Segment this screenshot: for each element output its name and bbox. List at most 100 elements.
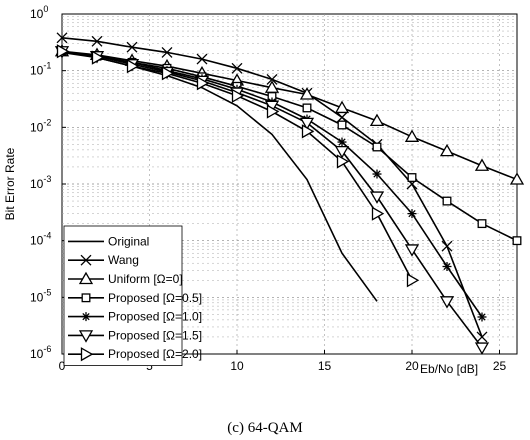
legend-item: Proposed [Ω=0.5]	[68, 291, 202, 305]
data-point	[334, 145, 350, 159]
y-tick-base: 10	[30, 7, 44, 21]
data-point	[302, 103, 312, 113]
y-axis-label: Bit Error Rate	[3, 147, 17, 220]
data-point	[161, 66, 175, 81]
legend-marker	[78, 330, 94, 343]
y-tick-label: 100	[30, 4, 48, 21]
data-point	[371, 206, 385, 221]
data-point	[231, 62, 243, 74]
x-tick-label: 25	[493, 359, 507, 373]
data-point	[337, 137, 347, 147]
x-tick-label: 0	[59, 359, 66, 373]
legend-label: Proposed [Ω=1.0]	[108, 310, 202, 324]
data-point	[56, 44, 70, 59]
y-tick-exponent: -6	[43, 344, 51, 354]
data-point	[231, 88, 245, 103]
data-point	[442, 196, 452, 206]
data-point	[336, 154, 350, 169]
data-point	[126, 41, 138, 53]
data-point	[369, 113, 385, 127]
y-tick-label: 10-3	[30, 174, 51, 191]
series-layer	[54, 32, 525, 355]
legend-label: Proposed [Ω=0.5]	[108, 291, 202, 305]
legend-item: Proposed [Ω=1.0]	[68, 310, 202, 324]
y-tick-label: 10-4	[30, 231, 51, 248]
y-tick-exponent: -4	[43, 231, 51, 241]
y-tick-base: 10	[30, 234, 44, 248]
data-point	[512, 236, 522, 246]
data-point	[476, 331, 488, 343]
legend-item: Uniform [Ω=0]	[68, 271, 183, 286]
x-tick-label: 20	[405, 359, 419, 373]
y-tick-base: 10	[30, 347, 44, 361]
legend-marker	[80, 254, 92, 266]
y-tick-label: 10-2	[30, 117, 51, 134]
chart-caption: (c) 64-QAM	[227, 420, 302, 436]
data-point	[477, 312, 487, 322]
y-tick-base: 10	[30, 290, 44, 304]
data-point	[404, 129, 420, 142]
x-axis-label: Eb/No [dB]	[420, 362, 478, 376]
series-line	[61, 50, 518, 181]
y-tick-exponent: -1	[43, 61, 51, 71]
y-tick-base: 10	[30, 64, 44, 78]
legend-label: Original	[108, 234, 149, 248]
data-point	[266, 104, 280, 119]
legend-item: Original	[68, 234, 149, 248]
data-point	[404, 244, 420, 257]
series-6	[56, 44, 420, 288]
y-tick-base: 10	[30, 177, 44, 191]
data-point	[439, 143, 455, 157]
y-tick-exponent: -3	[43, 174, 51, 184]
legend-marker	[81, 312, 91, 322]
x-tick-label: 5	[146, 359, 153, 373]
data-point	[407, 173, 417, 182]
legend-label: Wang	[108, 253, 139, 267]
y-tick-exponent: 0	[43, 4, 48, 14]
x-axis-ticks: 0 5 10 15 20 25	[59, 350, 507, 373]
data-point	[161, 46, 173, 58]
legend-marker	[81, 293, 91, 303]
data-point	[441, 240, 453, 252]
legend-marker	[78, 271, 94, 285]
data-point	[301, 124, 315, 139]
y-tick-label: 10-6	[30, 344, 51, 361]
data-point	[372, 169, 382, 179]
y-tick-exponent: -2	[43, 117, 51, 127]
data-point	[196, 53, 208, 65]
data-point	[91, 50, 105, 65]
data-point	[266, 73, 278, 85]
legend-marker	[80, 347, 94, 362]
data-point	[126, 59, 140, 74]
data-point	[509, 172, 525, 185]
legend-label: Uniform [Ω=0]	[108, 272, 183, 286]
x-tick-label: 15	[318, 359, 332, 373]
legend-item: Wang	[68, 253, 139, 267]
legend: Original Wang Uniform [Ω=0] Proposed [Ω=0.5…	[63, 225, 202, 367]
y-tick-base: 10	[30, 120, 44, 134]
data-point	[477, 219, 487, 229]
x-tick-label: 10	[230, 359, 244, 373]
y-tick-label: 10-1	[30, 61, 51, 78]
y-tick-exponent: -5	[43, 287, 51, 297]
legend-item: Proposed [Ω=1.5]	[68, 328, 202, 343]
data-point	[372, 142, 382, 152]
data-point	[91, 35, 103, 47]
data-point	[56, 32, 68, 44]
data-point	[334, 100, 350, 114]
legend-item: Proposed [Ω=2.0]	[68, 347, 202, 362]
y-tick-label: 10-5	[30, 287, 51, 304]
data-point	[196, 76, 210, 91]
data-point	[299, 87, 315, 100]
legend-label: Proposed [Ω=1.5]	[108, 328, 202, 342]
data-point	[442, 262, 452, 272]
data-point	[407, 209, 417, 219]
data-point	[474, 342, 490, 355]
data-point	[406, 273, 420, 288]
data-point	[439, 296, 455, 309]
data-point	[474, 158, 490, 171]
data-point	[369, 191, 385, 204]
data-point	[337, 120, 347, 130]
